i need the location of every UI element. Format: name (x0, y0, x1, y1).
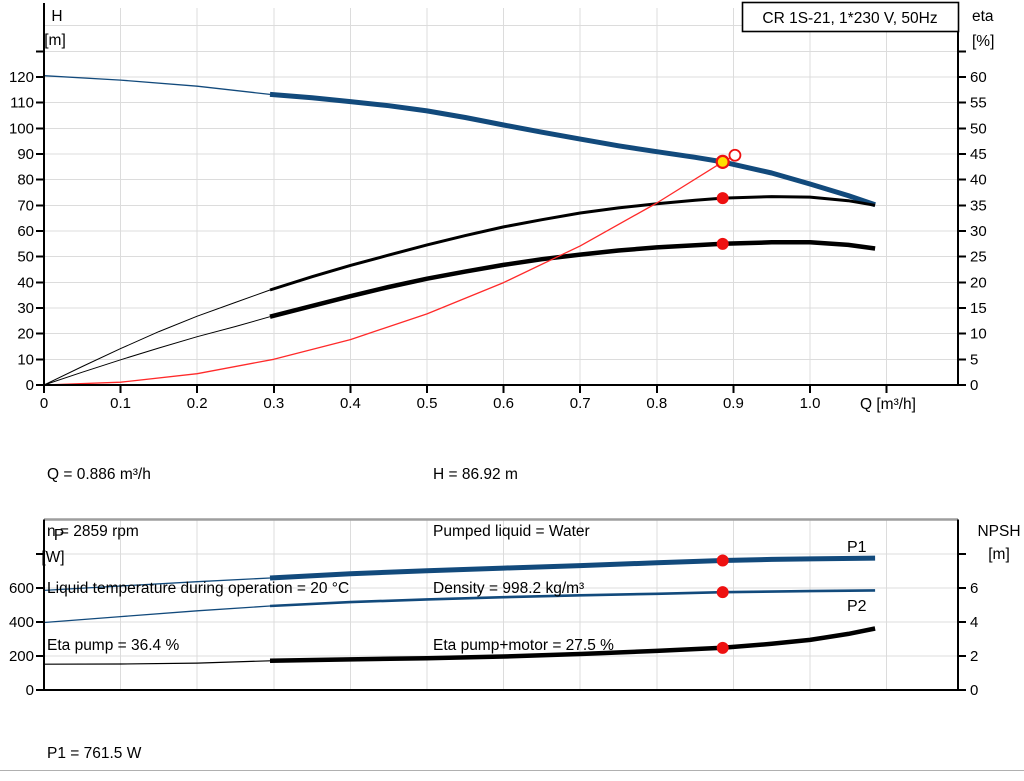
x-tick-label: 0.4 (340, 395, 361, 412)
info-head: H = 86.92 m (433, 466, 518, 483)
right-tick-label: 20 (970, 274, 987, 291)
info-q: Q = 0.886 m³/h (47, 466, 151, 483)
x-tick-label: 0.9 (723, 395, 744, 412)
right-tick-label: 50 (970, 120, 987, 137)
right-tick-label: 15 (970, 300, 987, 317)
curve-P1-thick (269, 555, 876, 581)
right-tick-label: 0 (970, 682, 978, 699)
marker-eta-pump-motor-point (716, 237, 729, 250)
power-info-column: P1 = 761.5 W P2 = 575.4 W NPSH = 2.48 m (47, 706, 155, 781)
curve-P1-thin (43, 577, 271, 592)
x-tick-label: 0.6 (493, 395, 514, 412)
x-tick-label: 0 (40, 395, 48, 412)
marker-p2-point (716, 586, 729, 599)
left-tick-label: 600 (9, 580, 34, 597)
curve-NPSH-thin (43, 660, 271, 665)
p2-series-label: P2 (847, 598, 867, 615)
info-eta-pump: Eta pump = 36.4 % (47, 637, 180, 654)
left-tick-label: 0 (26, 377, 34, 394)
right-tick-label: 10 (970, 326, 987, 343)
right-tick-label: 40 (970, 172, 987, 189)
marker-eta-pump-point (716, 192, 729, 205)
p-axis-unit: [W] (41, 549, 64, 566)
marker-p1-point (716, 554, 729, 567)
left-tick-label: 20 (17, 326, 34, 343)
npsh-axis-label: NPSH (977, 523, 1020, 540)
duty-info-right-column: H = 86.92 m Pumped liquid = Water Densit… (433, 428, 614, 692)
right-tick-label: 4 (970, 614, 978, 631)
info-pumped-liquid: Pumped liquid = Water (433, 523, 590, 540)
info-p1: P1 = 761.5 W (47, 745, 142, 762)
marker-npsh-point (716, 641, 729, 654)
left-tick-label: 200 (9, 648, 34, 665)
info-speed: n = 2859 rpm (47, 523, 139, 540)
h-axis-label: H (51, 8, 62, 25)
h-axis-unit: [m] (44, 32, 66, 49)
marker-requested-duty-point (728, 148, 742, 162)
right-tick-label: 0 (970, 377, 978, 394)
eta-axis-unit: [%] (972, 33, 994, 50)
duty-info-left-column: Q = 0.886 m³/h n = 2859 rpm Liquid tempe… (47, 428, 349, 692)
x-tick-label: 0.7 (570, 395, 591, 412)
info-density: Density = 998.2 kg/m³ (433, 580, 585, 597)
x-tick-label: 0.2 (187, 395, 208, 412)
npsh-axis-unit: [m] (988, 546, 1010, 563)
q-axis-label: Q [m³/h] (860, 396, 916, 413)
curve-eta-pump-thin (43, 289, 271, 386)
curve-NPSH-thick (269, 626, 876, 664)
eta-axis-label: eta (972, 8, 994, 25)
curve-P2-thin (43, 605, 271, 624)
info-eta-pump-motor: Eta pump+motor = 27.5 % (433, 637, 614, 654)
right-tick-label: 6 (970, 580, 978, 597)
chart-bottom: 0 200 400 600 0 2 4 6 (9, 518, 978, 699)
x-tick-label: 0.1 (110, 395, 131, 412)
x-tick-label: 0.3 (263, 395, 284, 412)
left-tick-label: 80 (17, 172, 34, 189)
curve-system-curve-thin (43, 154, 736, 386)
chart-title-box (741, 1, 960, 33)
curve-H-curve-thick (269, 91, 876, 208)
left-tick-label: 400 (9, 614, 34, 631)
left-tick-label: 70 (17, 197, 34, 214)
curve-H-curve-thin (43, 75, 271, 96)
generated-chart-layers: 0102030405060708090100110120051015202530… (9, 3, 987, 699)
left-tick-label: 110 (10, 95, 34, 112)
left-tick-label: 30 (17, 300, 34, 317)
x-tick-label: 1.0 (800, 395, 821, 412)
curve-eta-pump-motor-thin (43, 316, 271, 386)
left-tick-label: 10 (17, 351, 34, 368)
right-tick-label: 60 (970, 69, 987, 86)
curve-P2-thick (269, 589, 876, 608)
right-tick-label: 35 (970, 197, 987, 214)
left-tick-label: 100 (9, 120, 34, 137)
left-tick-label: 90 (17, 146, 34, 163)
curve-eta-pump-motor-thick (269, 240, 876, 319)
marker-duty-point (715, 154, 730, 170)
left-tick-label: 40 (17, 274, 34, 291)
left-tick-label: 0 (26, 682, 34, 699)
right-tick-label: 30 (970, 223, 987, 240)
right-tick-label: 25 (970, 249, 987, 266)
right-tick-label: 45 (970, 146, 987, 163)
p-axis-label: P (54, 527, 64, 544)
x-tick-label: 0.5 (417, 395, 438, 412)
chart-top: 0 10 20 30 40 50 60 70 80 90 100 110 120 0 5 10 15 20 25 30… (9, 3, 987, 412)
x-tick-label: 0.8 (646, 395, 667, 412)
p1-series-label: P1 (847, 539, 867, 556)
chart-title: CR 1S-21, 1*230 V, 50Hz (762, 10, 937, 27)
right-tick-label: 55 (970, 95, 987, 112)
curve-eta-pump-thick (269, 195, 876, 292)
left-tick-label: 50 (17, 249, 34, 266)
info-liquid-temperature: Liquid temperature during operation = 20… (47, 580, 350, 597)
bottom-separator-line (0, 770, 1024, 771)
right-tick-label: 2 (970, 648, 978, 665)
left-tick-label: 60 (17, 223, 34, 240)
right-tick-label: 5 (970, 351, 978, 368)
left-tick-label: 120 (9, 69, 34, 86)
